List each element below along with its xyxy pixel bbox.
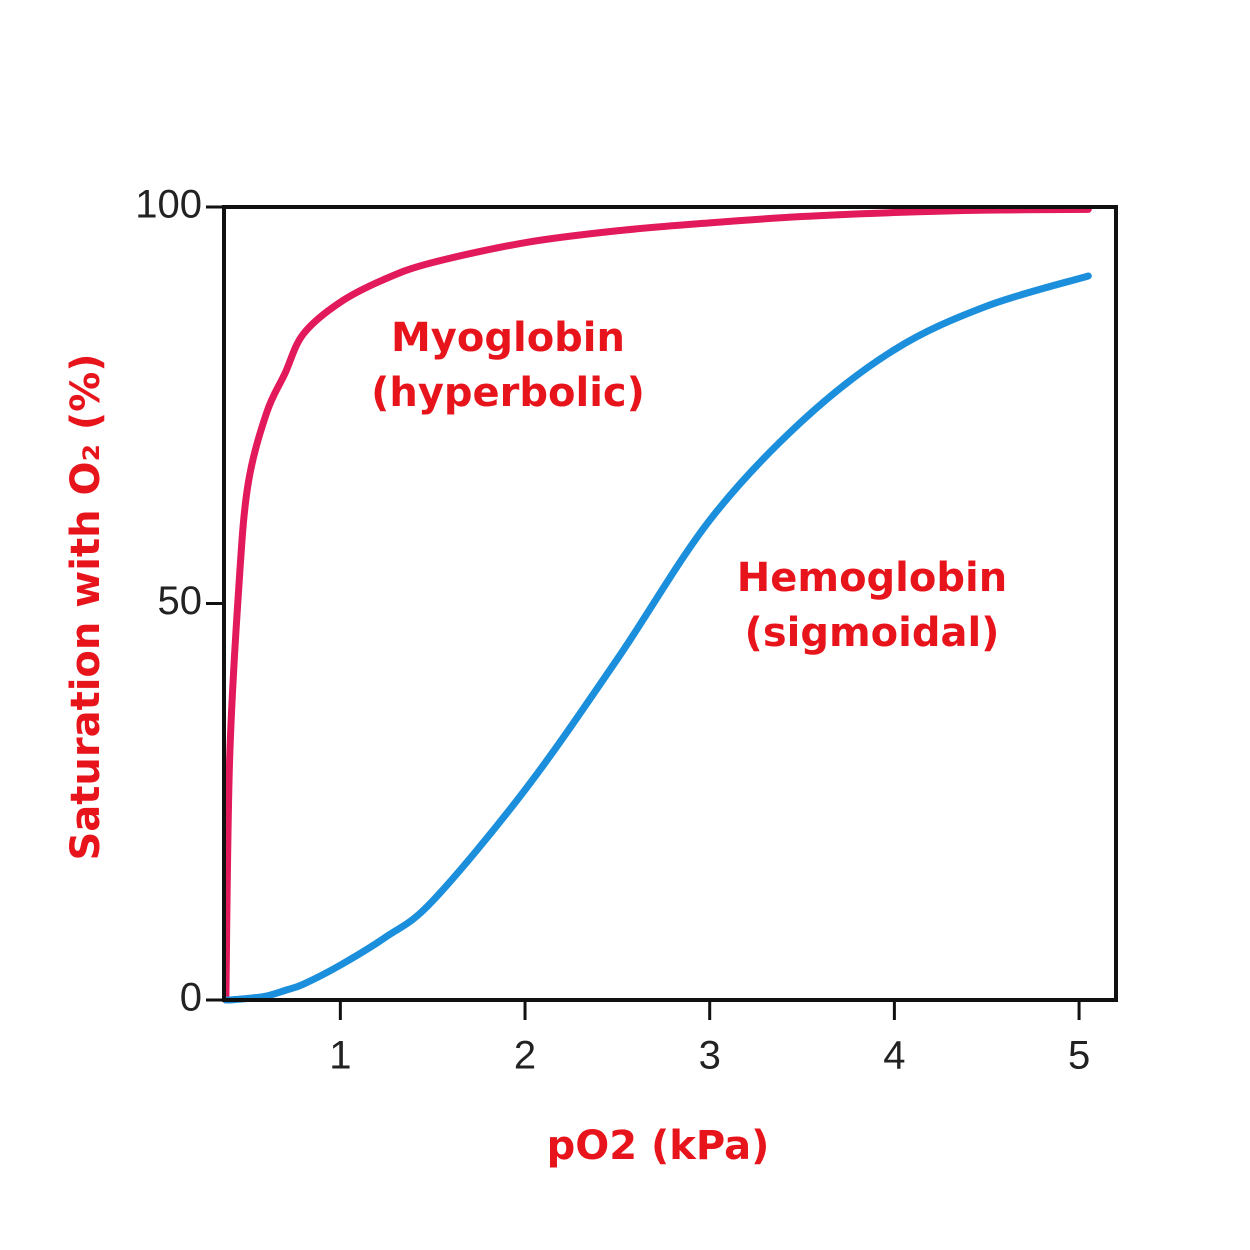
series-label: Myoglobin <box>391 315 625 361</box>
x-tick-label: 2 <box>514 1034 536 1078</box>
series-label: Hemoglobin <box>737 555 1007 601</box>
plot-frame <box>222 205 1118 1002</box>
x-tick-label: 1 <box>329 1034 351 1078</box>
x-axis-label: pO2 (kPa) <box>547 1123 770 1169</box>
y-axis-label: Saturation with O₂ (%) <box>63 353 109 860</box>
series-note: (sigmoidal) <box>745 610 1000 656</box>
line-series <box>222 205 1092 1004</box>
y-tick-label: 0 <box>180 976 202 1020</box>
x-tick-label: 5 <box>1068 1034 1090 1078</box>
x-tick-label: 4 <box>883 1034 905 1078</box>
series-note: (hyperbolic) <box>371 370 645 416</box>
x-tick-label: 3 <box>699 1034 721 1078</box>
y-tick-label: 100 <box>135 183 202 227</box>
y-tick-label: 50 <box>158 579 203 623</box>
